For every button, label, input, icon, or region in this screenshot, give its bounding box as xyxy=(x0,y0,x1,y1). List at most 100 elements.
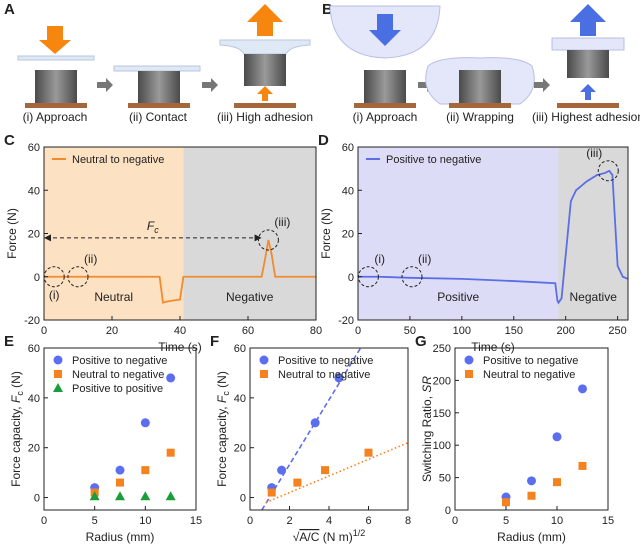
x-tick-label: 5 xyxy=(503,515,509,527)
arrow-head xyxy=(254,234,262,242)
legend-label: Positive to negative xyxy=(72,355,167,367)
region-label: Negative xyxy=(570,290,618,304)
x-tick-label: 0 xyxy=(41,325,47,337)
x-tick-label: 60 xyxy=(242,325,254,337)
axis-title-part: c xyxy=(15,391,25,396)
arrow-label: Fc xyxy=(147,219,159,235)
dome xyxy=(551,37,625,51)
y-tick-label: 40 xyxy=(28,393,40,405)
annotation-label: (iii) xyxy=(274,215,290,229)
schematic-a: A (i) Approach (ii) Contact (iii) High a… xyxy=(4,1,313,124)
legend-swatch xyxy=(464,355,474,365)
cylinder xyxy=(138,71,180,103)
plate xyxy=(17,55,95,61)
cylinder xyxy=(459,70,501,103)
marker xyxy=(166,448,175,457)
x-tick-label: 100 xyxy=(453,325,471,337)
y-tick-label: 20 xyxy=(234,443,246,455)
marker xyxy=(364,448,373,457)
plot-area: Neutral Negative xyxy=(44,147,316,320)
plot-area xyxy=(89,373,176,501)
legend-label: Positive to negative xyxy=(386,154,481,166)
y-tick-label: 100 xyxy=(433,440,451,452)
line xyxy=(358,169,628,305)
arrow xyxy=(247,4,283,36)
x-tick-label: 0 xyxy=(247,515,253,527)
marker xyxy=(578,384,587,394)
base xyxy=(449,103,511,108)
x-tick-label: 10 xyxy=(551,515,563,527)
x-tick-label: 80 xyxy=(310,325,322,337)
step-label: (ii) Wrapping xyxy=(446,110,514,124)
panel-letter: C xyxy=(4,132,15,149)
legend-swatch xyxy=(53,383,63,392)
axis-title-part: c xyxy=(221,391,231,396)
axis-title-part: SR xyxy=(420,376,434,393)
base xyxy=(234,103,296,108)
marker xyxy=(140,418,150,428)
y-tick-label: 0 xyxy=(34,272,40,284)
legend-label: Neutral to negative xyxy=(72,369,164,381)
axis-title-part: √ xyxy=(293,530,300,544)
marker xyxy=(552,432,562,442)
cylinder xyxy=(35,70,77,103)
region-label: Neutral xyxy=(94,290,133,304)
cylinder xyxy=(567,50,609,78)
step-label: (iii) High adhesion xyxy=(217,110,313,124)
arrow xyxy=(257,86,273,101)
marker xyxy=(553,478,561,487)
panel-letter: D xyxy=(318,132,329,149)
arrow xyxy=(97,78,113,92)
x-tick-label: 5 xyxy=(92,515,98,527)
marker xyxy=(165,491,176,501)
annotation-circle xyxy=(401,266,423,288)
axis-title: Radius (mm) xyxy=(86,530,155,544)
marker xyxy=(527,476,536,486)
axis-title: Switching Ratio, SR xyxy=(420,376,434,482)
axis-title-part: Force capacity, xyxy=(9,403,23,487)
axis-title-part: Radius (mm) xyxy=(86,530,155,544)
cylinder xyxy=(364,70,406,103)
arrow-label-part: c xyxy=(154,225,159,235)
annotation-label: (ii) xyxy=(84,252,97,266)
axes-frame xyxy=(454,347,609,511)
x-tick-label: 0 xyxy=(355,325,361,337)
axis-title-part: A/C xyxy=(299,530,319,544)
marker xyxy=(277,465,287,475)
x-tick-label: 10 xyxy=(139,515,151,527)
marker xyxy=(140,491,151,501)
y-tick-label: 150 xyxy=(433,408,451,420)
y-tick-label: -20 xyxy=(338,315,354,327)
panel-letter: F xyxy=(210,333,219,350)
base xyxy=(557,103,619,108)
x-tick-label: 20 xyxy=(106,325,118,337)
marker xyxy=(502,498,510,507)
legend-swatch xyxy=(260,370,268,378)
marker xyxy=(115,491,125,501)
arrow-head xyxy=(44,234,51,242)
y-tick-label: 40 xyxy=(28,185,40,197)
legend-label: Positive to negative xyxy=(483,355,578,367)
panel-letter: G xyxy=(415,333,427,350)
region-label: Negative xyxy=(226,290,274,304)
y-tick-label: 40 xyxy=(234,393,246,405)
y-tick-label: 20 xyxy=(342,229,354,241)
y-tick-label: 0 xyxy=(34,493,40,505)
marker xyxy=(321,466,330,475)
axis-title-part: Radius (mm) xyxy=(497,530,566,544)
x-tick-label: 0 xyxy=(41,515,47,527)
legend-swatch xyxy=(465,370,473,378)
x-tick-label: 2 xyxy=(286,515,292,527)
plot-area: Positive Negative xyxy=(358,147,628,320)
y-tick-label: 0 xyxy=(445,505,451,517)
y-tick-label: 60 xyxy=(342,142,354,154)
arrow xyxy=(570,4,606,36)
y-tick-label: 60 xyxy=(28,142,40,154)
x-tick-label: 40 xyxy=(174,325,186,337)
legend-swatch xyxy=(259,355,269,365)
x-tick-label: 250 xyxy=(608,325,626,337)
x-tick-label: 6 xyxy=(365,515,371,527)
axis-title-part: (N m) xyxy=(319,530,352,544)
step-label: (i) Approach xyxy=(23,110,88,124)
